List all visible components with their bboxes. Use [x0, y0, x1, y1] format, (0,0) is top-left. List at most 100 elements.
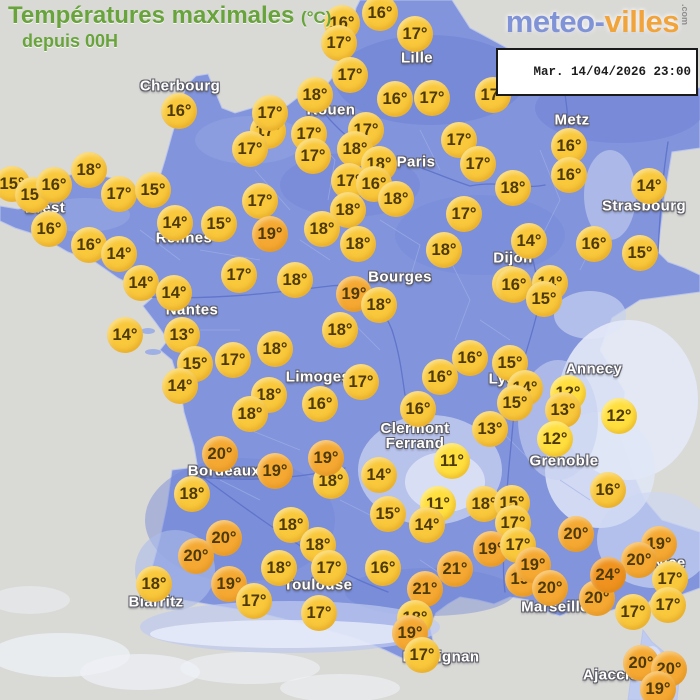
temp-bubble: 20° [202, 436, 238, 472]
temp-bubble: 18° [261, 550, 297, 586]
city-label-marseille: Marseille [521, 598, 589, 616]
temp-bubble: 17° [301, 595, 337, 631]
page-title: Températures maximales (°C) [8, 2, 331, 30]
spain-mountains-texture [0, 586, 400, 700]
temp-bubble: 17° [252, 95, 288, 131]
temp-bubble: 15° [370, 496, 406, 532]
temp-bubble: 17° [446, 196, 482, 232]
temp-bubble: 16° [36, 167, 72, 203]
temp-bubble: 17° [232, 131, 268, 167]
temp-bubble: 14° [156, 275, 192, 311]
temp-bubble: 13° [472, 411, 508, 447]
city-label-bourges: Bourges [368, 268, 432, 286]
temp-bubble: 18° [495, 170, 531, 206]
temp-bubble: 11° [434, 443, 470, 479]
temp-bubble: 16° [302, 386, 338, 422]
temp-bubble: 14° [107, 317, 143, 353]
temp-bubble: 18° [304, 211, 340, 247]
temp-bubble: 16° [365, 550, 401, 586]
city-label-metz: Metz [554, 111, 590, 129]
temp-bubble: 24° [590, 557, 626, 593]
city-label-limoges: Limoges [285, 368, 351, 386]
temp-bubble: 17° [332, 57, 368, 93]
temp-bubble: 16° [496, 267, 532, 303]
temp-bubble: 17° [615, 594, 651, 630]
logo-villes: villes [604, 4, 679, 39]
temp-bubble: 14° [101, 236, 137, 272]
temp-bubble: 17° [295, 138, 331, 174]
temp-bubble: 15° [201, 206, 237, 242]
temp-bubble: 14° [162, 368, 198, 404]
temp-bubble: 12° [537, 421, 573, 457]
temp-bubble: 16° [590, 472, 626, 508]
temp-bubble: 17° [397, 16, 433, 52]
temp-bubble: 17° [221, 257, 257, 293]
page-title-unit: (°C) [301, 8, 332, 27]
temp-bubble: 17° [343, 364, 379, 400]
temp-bubble: 12° [601, 398, 637, 434]
temp-bubble: 17° [215, 342, 251, 378]
temp-bubble: 18° [378, 181, 414, 217]
city-label-grenoble: Grenoble [529, 452, 599, 470]
temp-bubble: 14° [631, 168, 667, 204]
temp-bubble: 20° [178, 538, 214, 574]
temp-bubble: 16° [400, 391, 436, 427]
city-label-clermont-ferrand: Clermont Ferrand [380, 420, 450, 452]
temp-bubble: 14° [409, 507, 445, 543]
temp-bubble: 20° [558, 516, 594, 552]
temp-bubble: 16° [377, 81, 413, 117]
temp-bubble: 17° [650, 587, 686, 623]
temp-bubble: 16° [551, 157, 587, 193]
temp-bubble: 17° [311, 550, 347, 586]
temp-bubble: 17° [404, 637, 440, 673]
temp-bubble: 16° [362, 0, 398, 31]
city-label-lille: Lille [400, 49, 434, 67]
temp-bubble: 18° [174, 476, 210, 512]
temp-bubble: 18° [257, 331, 293, 367]
temp-bubble: 18° [136, 566, 172, 602]
temp-bubble: 19° [257, 453, 293, 489]
temp-bubble: 19° [252, 216, 288, 252]
temp-bubble: 16° [452, 340, 488, 376]
temp-bubble: 15° [622, 235, 658, 271]
page-subtitle: depuis 00H [22, 31, 119, 51]
temp-bubble: 21° [437, 551, 473, 587]
temp-bubble: 18° [297, 77, 333, 113]
temp-bubble: 18° [277, 262, 313, 298]
temp-bubble: 17° [242, 183, 278, 219]
temp-bubble: 14° [123, 265, 159, 301]
temp-bubble: 18° [232, 396, 268, 432]
temp-bubble: 17° [321, 25, 357, 61]
temp-bubble: 14° [361, 457, 397, 493]
city-label-cherbourg: Cherbourg [139, 77, 221, 95]
temp-bubble: 18° [426, 232, 462, 268]
temp-bubble: 19° [336, 276, 372, 312]
temp-bubble: 15° [135, 172, 171, 208]
temp-bubble: 17° [414, 80, 450, 116]
temp-bubble: 20° [532, 570, 568, 606]
temp-bubble: 19° [308, 440, 344, 476]
temp-bubble: 20° [621, 542, 657, 578]
page-title-text: Températures maximales [8, 2, 295, 29]
temp-bubble: 18° [322, 312, 358, 348]
temp-bubble: 18° [273, 507, 309, 543]
city-label-strasbourg: Strasbourg [601, 197, 687, 215]
temp-bubble: 19° [515, 547, 551, 583]
temp-bubble: 15° [497, 385, 533, 421]
temp-bubble: 18° [340, 226, 376, 262]
datetime-text: Mar. 14/04/2026 23:00 [533, 65, 691, 79]
temp-bubble: 14° [511, 223, 547, 259]
temp-bubble: 15° [526, 281, 562, 317]
logo-com-suffix: .com [680, 4, 690, 26]
temp-bubble: 18° [71, 152, 107, 188]
temp-bubble: 18° [361, 287, 397, 323]
site-logo[interactable]: meteo-villes.com [506, 4, 690, 40]
header: Températures maximales (°C) depuis 00H [8, 2, 331, 52]
temp-bubble: 17° [460, 146, 496, 182]
datetime-box: Mar. 14/04/2026 23:00 [496, 48, 698, 96]
logo-meteo: meteo- [505, 4, 605, 39]
temp-bubble: 16° [422, 359, 458, 395]
city-label-paris: Paris [396, 153, 436, 171]
temp-bubble: 17° [236, 583, 272, 619]
